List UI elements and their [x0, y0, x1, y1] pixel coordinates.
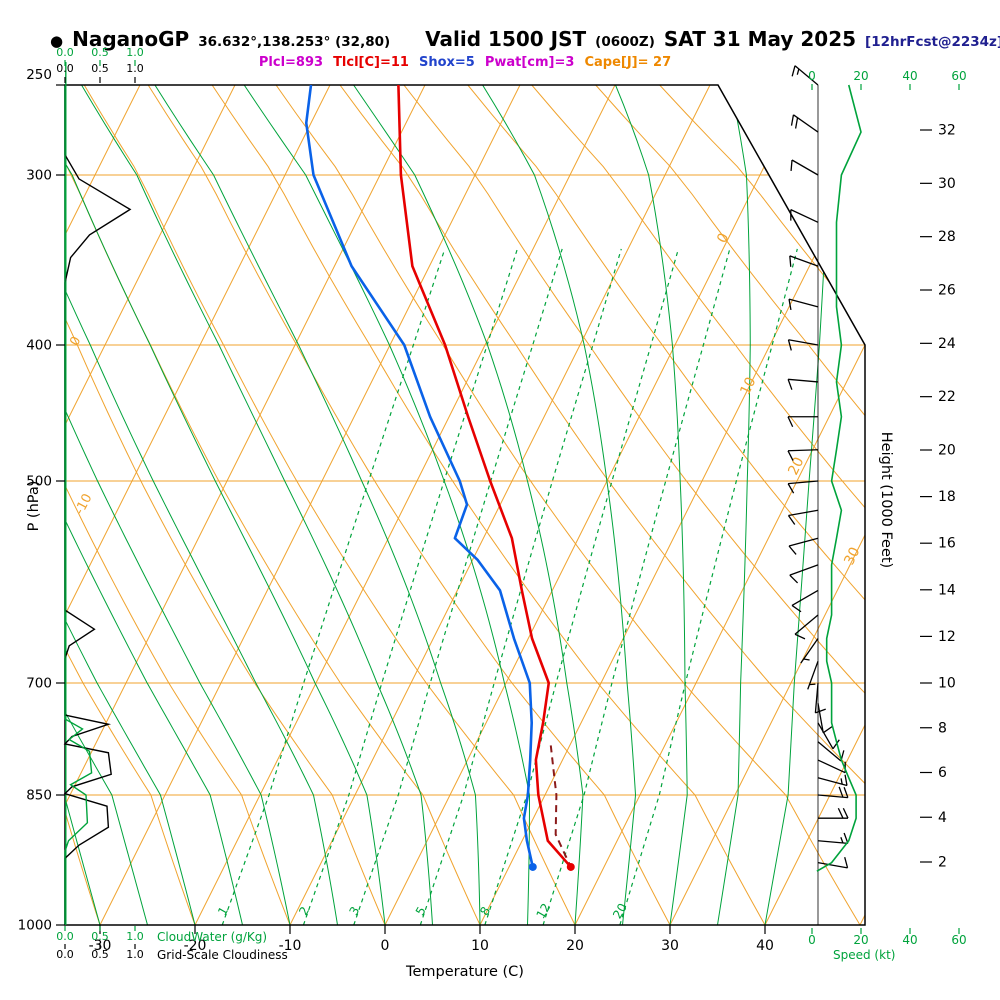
temperature-axis-title: Temperature (C): [406, 964, 524, 980]
svg-text:0: 0: [67, 334, 84, 348]
svg-text:500: 500: [26, 474, 52, 490]
svg-text:12: 12: [938, 629, 956, 645]
svg-text:-10: -10: [279, 938, 302, 954]
plot-border: [64, 84, 866, 926]
header-title: ● NaganoGP 36.632°,138.253° (32,80) Vali…: [50, 27, 1000, 51]
pressure-axis-title: P (hPa): [26, 480, 42, 532]
cloud-scale-tick: 0.0: [56, 46, 74, 59]
svg-text:250: 250: [26, 67, 52, 83]
stability-index: Cape[J]= 27: [584, 55, 672, 70]
svg-text:8: 8: [938, 720, 947, 736]
svg-text:40: 40: [902, 933, 917, 947]
forecast-tag: [12hrFcst@2234z]: [865, 34, 1000, 50]
svg-text:-20: -20: [184, 938, 207, 954]
station-name: NaganoGP: [72, 27, 190, 51]
cloudwater-legend: CloudWater (g/Kg): [157, 930, 268, 944]
cloud-scale-tick: 1.0: [126, 948, 144, 961]
svg-text:0: 0: [808, 69, 816, 83]
speed-axis-title: Speed (kt): [833, 948, 896, 962]
svg-text:40: 40: [756, 938, 774, 954]
cloudwater-profile: [64, 85, 93, 925]
dewpoint-curve: [304, 84, 535, 868]
svg-text:14: 14: [938, 582, 956, 598]
svg-text:30: 30: [661, 938, 679, 954]
svg-text:20: 20: [853, 69, 868, 83]
svg-text:22: 22: [938, 389, 956, 405]
valid-date: SAT 31 May 2025: [663, 27, 857, 51]
parcel-trace: [549, 745, 572, 868]
cloud-scale-tick: 0.0: [56, 948, 74, 961]
valid-zulu: (0600Z): [595, 34, 655, 50]
temperature-curve: [397, 84, 572, 868]
green-grid: [65, 85, 829, 925]
cloud-scale-tick: 0.5: [91, 62, 109, 75]
cloud-scale-tick: 0.0: [56, 930, 74, 943]
svg-text:700: 700: [26, 676, 52, 692]
cloud-scale-tick: 1.0: [126, 930, 144, 943]
svg-text:0: 0: [714, 231, 732, 246]
station-coordinates: 36.632°,138.253° (32,80): [198, 34, 391, 50]
stability-index: Shox=5: [418, 55, 475, 70]
svg-text:60: 60: [951, 933, 966, 947]
surface-temperature-dot: [566, 862, 575, 871]
svg-text:400: 400: [26, 338, 52, 354]
svg-text:4: 4: [938, 810, 947, 826]
surface-dewpoint-dot: [528, 862, 537, 871]
svg-text:0: 0: [381, 938, 390, 954]
cloud-scale-tick: 0.5: [91, 930, 109, 943]
grid-line-labels: 0 10 20 30 0 -10: [67, 231, 863, 568]
wind-barbs: [787, 65, 849, 869]
cloud-scale-tick: 1.0: [126, 62, 144, 75]
svg-text:18: 18: [938, 489, 956, 505]
svg-text:30: 30: [841, 545, 863, 568]
svg-text:1000: 1000: [18, 918, 52, 934]
stability-index: Tlcl[C]=11: [333, 55, 409, 70]
station-bullet-icon: ●: [50, 32, 64, 50]
svg-text:20: 20: [938, 443, 956, 459]
svg-text:10: 10: [938, 676, 956, 692]
cloudiness-profile: [63, 85, 132, 925]
svg-text:10: 10: [471, 938, 489, 954]
cloud-scale-tick: 0.5: [91, 46, 109, 59]
svg-text:60: 60: [951, 69, 966, 83]
svg-text:32: 32: [938, 123, 956, 139]
svg-text:24: 24: [938, 336, 956, 352]
svg-text:20: 20: [566, 938, 584, 954]
svg-text:12: 12: [533, 901, 553, 921]
height-axis-title: Height (1000 Feet): [878, 431, 894, 569]
svg-text:6: 6: [938, 765, 947, 781]
svg-text:30: 30: [938, 176, 956, 192]
svg-text:40: 40: [902, 69, 917, 83]
cloudiness-legend: Grid-Scale Cloudiness: [157, 948, 288, 962]
cloud-scale-tick: 0.0: [56, 62, 74, 75]
svg-text:2: 2: [938, 855, 947, 871]
svg-text:10: 10: [737, 375, 759, 398]
cloud-scale-tick: 1.0: [126, 46, 144, 59]
svg-text:850: 850: [26, 788, 52, 804]
svg-text:20: 20: [610, 901, 630, 921]
svg-text:20: 20: [853, 933, 868, 947]
svg-text:300: 300: [26, 168, 52, 184]
svg-text:-10: -10: [72, 491, 95, 517]
valid-time: Valid 1500 JST: [425, 27, 587, 51]
stability-index: Plcl=893: [258, 55, 324, 70]
cloud-scale-tick: 0.5: [91, 948, 109, 961]
stability-index: Pwat[cm]=3: [484, 55, 575, 70]
svg-text:26: 26: [938, 283, 956, 299]
svg-text:20: 20: [785, 455, 807, 478]
stability-indices: Plcl=893 Tlcl[C]=11 Shox=5 Pwat[cm]=3 Cape[J…: [65, 55, 865, 70]
svg-text:16: 16: [938, 536, 956, 552]
wind-speed-profile: [816, 84, 862, 872]
svg-text:0: 0: [808, 933, 816, 947]
svg-text:28: 28: [938, 229, 956, 245]
